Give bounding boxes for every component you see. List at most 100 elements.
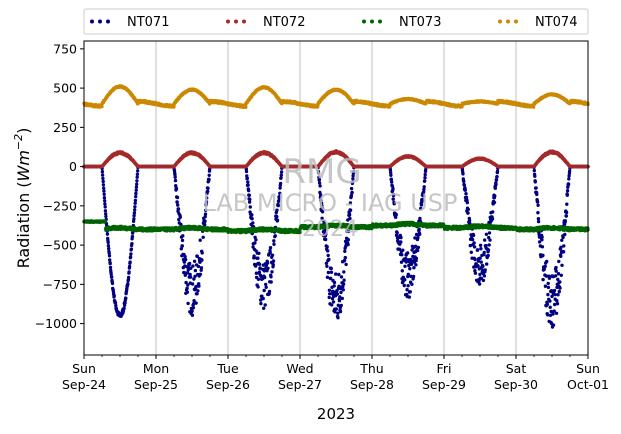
data-point [558,280,562,284]
data-point [104,212,108,216]
data-point [135,175,139,179]
data-point [134,191,138,196]
data-point [107,254,112,258]
data-point [329,266,333,271]
data-point [257,251,261,255]
data-point [391,197,395,201]
data-point [560,263,564,267]
data-point [555,302,560,306]
data-point [246,183,250,187]
data-point [415,248,420,253]
data-point [463,188,467,192]
data-point [405,288,409,292]
data-point [253,264,258,268]
data-point [196,289,200,293]
data-point [535,192,539,197]
data-point [556,293,560,297]
data-point [555,299,559,303]
data-point [193,268,198,273]
data-point [550,294,554,299]
data-point [317,181,322,185]
data-point [333,310,337,314]
data-point [554,269,558,273]
data-point [326,270,331,275]
data-point [342,278,346,282]
data-point [488,238,492,242]
data-point [337,272,341,277]
data-point [567,169,572,173]
data-point [318,184,322,188]
data-point [327,257,331,262]
data-point [565,202,569,206]
data-point [543,284,548,288]
data-point [270,270,274,274]
data-point [265,261,270,265]
data-point [392,202,396,206]
data-point [100,170,105,174]
data-point [263,303,267,307]
data-point [102,196,107,200]
data-point [560,238,564,242]
data-point [191,306,196,310]
data-point [411,274,416,279]
data-point [193,274,197,278]
data-point [559,254,563,258]
data-point [134,188,138,192]
data-point [461,172,465,176]
data-point [478,272,482,277]
data-point [389,173,393,177]
data-point [247,200,252,204]
data-point [400,253,404,257]
data-point [135,179,139,183]
data-point [186,301,190,306]
data-point [403,278,407,282]
data-point [339,290,343,295]
data-point [316,171,321,175]
data-point [186,283,190,287]
data-point [541,277,545,282]
data-point [479,247,483,251]
data-point [566,182,571,186]
data-point [133,205,137,209]
data-point [326,253,330,258]
data-point [409,262,414,266]
data-point [482,274,487,278]
data-point [278,186,282,190]
data-point [246,188,251,193]
data-point [106,244,111,248]
data-point [490,217,495,221]
data-point [272,242,276,246]
data-point [126,275,131,280]
data-point [477,282,482,286]
data-point [421,194,426,198]
data-point [494,182,498,186]
data-point [269,280,273,284]
data-point [200,258,204,262]
data-point [417,227,421,232]
data-point [464,192,468,196]
data-point [416,236,420,240]
data-point [407,263,411,268]
data-point [467,218,472,223]
data-point [405,251,410,255]
data-point [481,264,485,268]
data-point [346,238,350,242]
data-point [422,185,426,189]
data-point [494,178,499,182]
data-point [541,253,545,257]
data-point [338,309,343,314]
data-point [183,257,188,262]
data-point [406,272,410,276]
data-point [344,262,348,267]
data-point [332,280,337,285]
data-point [275,208,279,212]
data-point [183,255,187,259]
data-point [196,264,201,269]
data-point [483,268,487,272]
data-point [407,295,411,299]
data-point [203,219,207,223]
data-point [192,277,196,281]
data-point [337,299,342,303]
data-point [175,195,180,200]
data-point [175,200,179,204]
